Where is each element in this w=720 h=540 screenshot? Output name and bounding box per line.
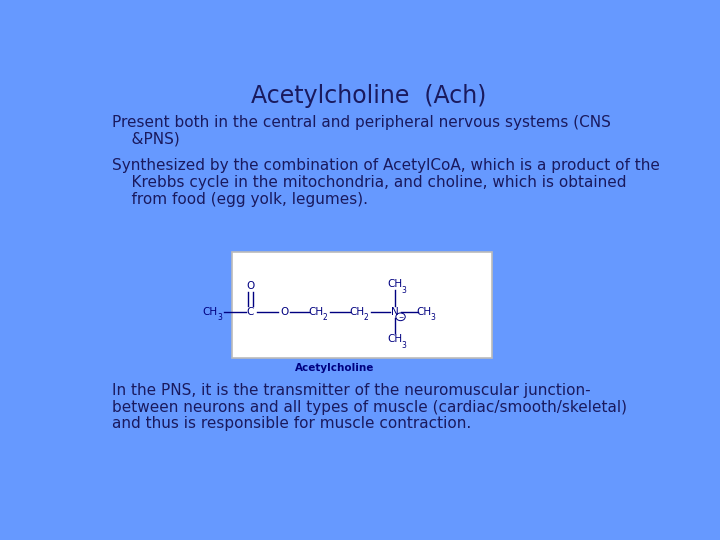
Text: 2: 2 [364, 313, 369, 322]
Text: CH: CH [349, 307, 364, 317]
Text: 3: 3 [401, 341, 406, 350]
Text: and thus is responsible for muscle contraction.: and thus is responsible for muscle contr… [112, 416, 472, 431]
Text: 2: 2 [323, 313, 328, 322]
FancyBboxPatch shape [233, 252, 492, 358]
Text: Present both in the central and peripheral nervous systems (CNS: Present both in the central and peripher… [112, 114, 611, 130]
Text: Synthesized by the combination of AcetylCoA, which is a product of the: Synthesized by the combination of Acetyl… [112, 158, 660, 173]
Text: N: N [391, 307, 398, 317]
Text: 3: 3 [401, 286, 406, 295]
Text: CH: CH [387, 334, 402, 345]
Text: O: O [246, 281, 255, 291]
Text: between neurons and all types of muscle (cardiac/smooth/skeletal): between neurons and all types of muscle … [112, 400, 627, 415]
Text: C: C [247, 307, 254, 317]
Text: Acetylcholine: Acetylcholine [294, 363, 374, 373]
Text: Acetylcholine  (Ach): Acetylcholine (Ach) [251, 84, 487, 107]
Text: &PNS): &PNS) [112, 131, 180, 146]
Text: 3: 3 [217, 313, 222, 322]
Text: −: − [398, 314, 403, 319]
Text: Krebbs cycle in the mitochondria, and choline, which is obtained: Krebbs cycle in the mitochondria, and ch… [112, 175, 627, 190]
Text: CH: CH [387, 279, 402, 289]
Text: CH: CH [416, 307, 431, 317]
Text: O: O [280, 307, 288, 317]
Text: CH: CH [203, 307, 218, 317]
Text: 3: 3 [431, 313, 436, 322]
Text: from food (egg yolk, legumes).: from food (egg yolk, legumes). [112, 192, 369, 207]
Text: CH: CH [308, 307, 323, 317]
Text: In the PNS, it is the transmitter of the neuromuscular junction-: In the PNS, it is the transmitter of the… [112, 383, 591, 398]
